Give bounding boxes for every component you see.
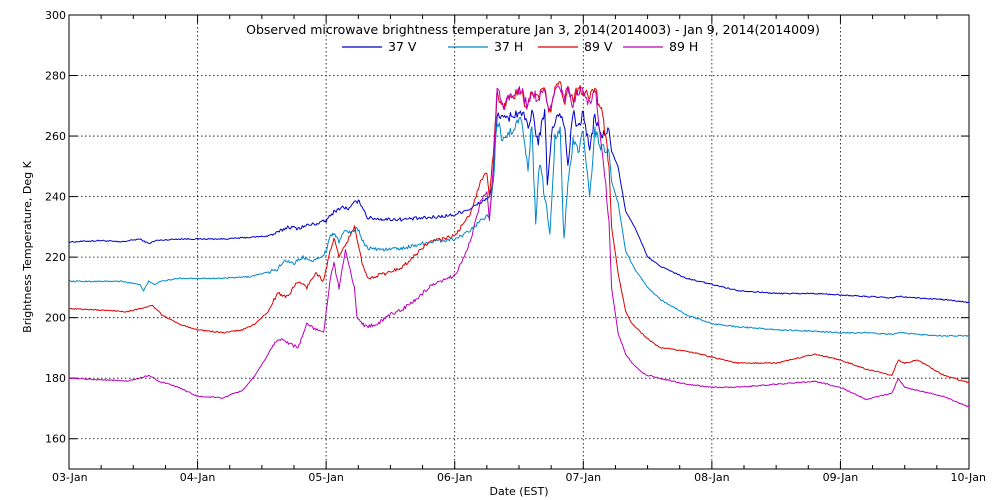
series-line-89-h — [68, 85, 970, 408]
y-tick-label: 240 — [45, 191, 66, 204]
series-line-37-h — [68, 116, 970, 337]
legend: 37 V 37 H 89 V 89 H — [342, 39, 698, 54]
y-tick-label: 220 — [45, 251, 66, 264]
y-tick-label: 300 — [45, 9, 66, 22]
legend-label: 89 H — [669, 39, 698, 54]
gridlines — [69, 15, 969, 469]
x-tick-label: 03-Jan — [52, 471, 88, 484]
x-tick-label: 07-Jan — [566, 471, 602, 484]
y-tick-label: 280 — [45, 70, 66, 83]
y-tick-label: 200 — [45, 312, 66, 325]
x-tick-label: 06-Jan — [437, 471, 473, 484]
legend-label: 37 H — [494, 39, 523, 54]
legend-label: 89 V — [584, 39, 613, 54]
chart-title: Observed microwave brightness temperatur… — [246, 22, 820, 37]
y-tick-label: 180 — [45, 372, 66, 385]
x-tick-label: 08-Jan — [694, 471, 730, 484]
series-line-89-v — [68, 81, 970, 384]
x-axis: 03-Jan 04-Jan 05-Jan 06-Jan 07-Jan 08-Jan 09-J… — [52, 15, 986, 484]
x-tick-label: 10-Jan — [950, 471, 986, 484]
y-tick-label: 160 — [45, 433, 66, 446]
x-axis-label: Date (EST) — [489, 485, 548, 498]
legend-label: 37 V — [388, 39, 417, 54]
x-tick-label: 04-Jan — [180, 471, 216, 484]
plot-frame — [68, 14, 970, 470]
y-axis: 160 180 200 220 240 260 280 300 — [45, 9, 969, 446]
x-tick-label: 09-Jan — [823, 471, 859, 484]
y-tick-label: 260 — [45, 130, 66, 143]
y-axis-label: Brightness Temperature, Deg K — [21, 160, 34, 332]
series-line-37-v — [68, 108, 970, 304]
x-tick-label: 05-Jan — [308, 471, 344, 484]
series-lines — [68, 81, 970, 408]
